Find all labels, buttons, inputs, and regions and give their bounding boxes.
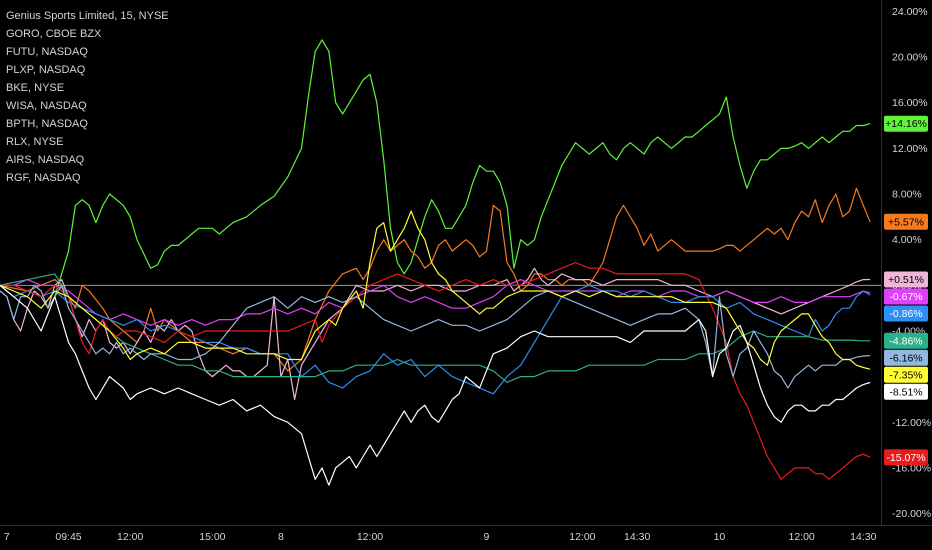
legend-item-futu[interactable]: FUTU, NASDAQ (6, 46, 88, 58)
series-line-1[interactable] (0, 187, 871, 372)
x-tick-label: 7 (4, 531, 10, 543)
last-value-badge-bg (884, 366, 928, 383)
y-tick-label: -12.00% (892, 417, 931, 429)
legend-item-rlx[interactable]: RLX, NYSE (6, 136, 64, 148)
last-value-badge: -7.35% (884, 366, 928, 383)
last-value-badge-bg (884, 449, 928, 466)
x-tick-label: 09:45 (55, 531, 81, 543)
series-line-5[interactable] (0, 273, 871, 383)
x-tick-label: 12:00 (788, 531, 814, 543)
last-value-badge: -8.51% (884, 383, 928, 400)
legend-item-plxp[interactable]: PLXP, NASDAQ (6, 64, 86, 76)
legend-item-bpth[interactable]: BPTH, NASDAQ (6, 118, 88, 130)
series-line-3[interactable] (0, 279, 871, 326)
last-value-badge-text: -6.16% (889, 352, 922, 364)
legend-item-bke[interactable]: BKE, NYSE (6, 82, 65, 94)
last-value-badge-bg (884, 271, 928, 288)
last-value-badges: +14.16% +5.57% +0.51% -0.67% -0.86% -4.86% -6.… (884, 115, 928, 466)
x-tick-label: 10 (714, 531, 726, 543)
series-line-4[interactable] (0, 284, 871, 395)
last-value-badge-bg (884, 115, 928, 132)
last-value-badge: -6.16% (884, 349, 928, 366)
last-value-badge-text: +5.57% (888, 216, 924, 228)
last-value-badge-text: -7.35% (889, 369, 922, 381)
series-line-7[interactable] (0, 284, 871, 389)
time-axis[interactable]: 7 09:45 12:00 15:00 8 12:00 9 12:00 14:30 10 12:00… (4, 531, 877, 543)
last-value-badge: +0.51% (884, 271, 928, 288)
y-tick-label: 12.00% (892, 143, 928, 155)
y-tick-label: 4.00% (892, 234, 922, 246)
last-value-badge: -0.67% (884, 288, 928, 305)
x-tick-label: 12:00 (357, 531, 383, 543)
last-value-badge-bg (884, 213, 928, 230)
legend-item-airs[interactable]: AIRS, NASDAQ (6, 154, 85, 166)
series-line-8[interactable] (0, 210, 871, 370)
y-tick-label: -16.00% (892, 462, 931, 474)
last-value-badge-text: -4.86% (889, 335, 922, 347)
x-tick-label: 14:30 (624, 531, 650, 543)
y-tick-label: 24.00% (892, 6, 928, 18)
x-tick-label: 15:00 (199, 531, 225, 543)
chart-title[interactable]: Genius Sports Limited, 15, NYSE (6, 10, 169, 22)
last-value-badge-text: +14.16% (885, 118, 927, 130)
legend: Genius Sports Limited, 15, NYSE GORO, CB… (6, 8, 169, 187)
x-tick-label: 8 (278, 531, 284, 543)
last-value-badge-text: -15.07% (886, 452, 925, 464)
last-value-badge: -0.86% (884, 305, 928, 322)
y-tick-label: 16.00% (892, 97, 928, 109)
legend-item-goro[interactable]: GORO, CBOE BZX (6, 28, 102, 40)
y-tick-label: -20.00% (892, 508, 931, 520)
legend-item-rgf[interactable]: RGF, NASDAQ (6, 172, 81, 184)
last-value-badge-bg (884, 288, 928, 305)
series-line-0[interactable] (54, 39, 871, 297)
last-value-badge: -15.07% (884, 449, 928, 466)
last-value-badge: -4.86% (884, 332, 928, 349)
last-value-badge-bg (884, 349, 928, 366)
last-value-badge: +5.57% (884, 213, 928, 230)
x-tick-label: 12:00 (117, 531, 143, 543)
legend-item-wisa[interactable]: WISA, NASDAQ (6, 100, 87, 112)
last-value-badge-text: -8.51% (889, 386, 922, 398)
plot-pane[interactable] (0, 39, 881, 486)
last-value-badge-text: -0.86% (889, 308, 922, 320)
last-value-badge-bg (884, 332, 928, 349)
y-tick-label: 8.00% (892, 189, 922, 201)
x-tick-label: 14:30 (850, 531, 876, 543)
last-value-badge-text: +0.51% (888, 274, 924, 286)
last-value-badge-text: -0.67% (889, 291, 922, 303)
y-tick-label: 20.00% (892, 52, 928, 64)
series-line-9[interactable] (0, 284, 871, 486)
last-value-badge-bg (884, 383, 928, 400)
x-tick-label: 12:00 (569, 531, 595, 543)
x-tick-label: 9 (484, 531, 490, 543)
series-line-6[interactable] (0, 261, 871, 480)
last-value-badge-bg (884, 305, 928, 322)
last-value-badge: +14.16% (884, 115, 928, 132)
